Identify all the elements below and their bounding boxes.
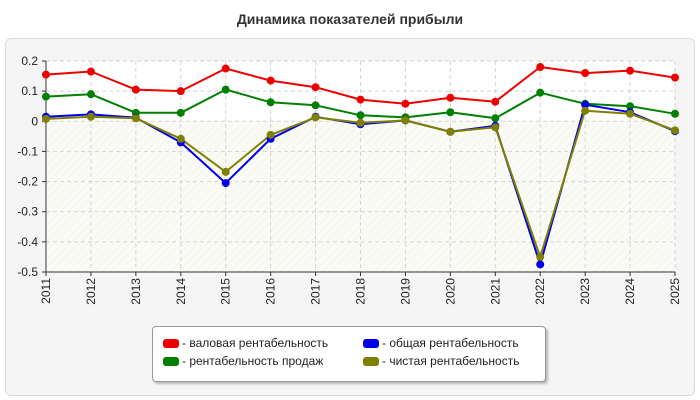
data-point <box>131 114 140 123</box>
data-point <box>446 108 455 117</box>
y-tick-label: -0.2 <box>17 175 38 189</box>
y-tick-label: 0.2 <box>21 54 38 68</box>
data-point <box>536 260 545 269</box>
x-tick-label: 2012 <box>84 278 98 305</box>
data-point <box>401 116 410 125</box>
x-tick-label: 2019 <box>398 278 412 305</box>
data-point <box>491 123 500 132</box>
x-tick-label: 2013 <box>129 278 143 305</box>
y-tick-label: -0.4 <box>17 235 38 249</box>
data-point <box>176 134 185 143</box>
legend-swatch <box>363 356 379 366</box>
x-tick-label: 2016 <box>264 278 278 305</box>
data-point <box>266 76 275 85</box>
data-point <box>86 67 95 76</box>
legend-swatch <box>363 338 379 348</box>
data-point <box>176 87 185 96</box>
y-tick-label: 0.1 <box>21 84 38 98</box>
y-tick-label: -0.3 <box>17 205 38 219</box>
legend-label: - чистая рентабельность <box>382 354 520 368</box>
data-point <box>131 85 140 94</box>
data-point <box>581 69 590 78</box>
data-point <box>626 109 635 118</box>
data-point <box>86 90 95 99</box>
x-tick-label: 2020 <box>443 278 457 305</box>
data-point <box>671 109 679 118</box>
data-point <box>311 101 320 110</box>
x-tick-label: 2015 <box>219 278 233 305</box>
data-point <box>401 99 410 108</box>
legend-label: - валовая рентабельность <box>182 336 329 350</box>
data-point <box>311 83 320 92</box>
x-tick-label: 2014 <box>174 278 188 305</box>
data-point <box>311 113 320 122</box>
data-point <box>356 95 365 104</box>
data-point <box>221 179 230 188</box>
data-point <box>176 108 185 117</box>
x-tick-label: 2021 <box>488 278 502 305</box>
data-point <box>221 64 230 73</box>
data-point <box>42 70 50 79</box>
x-tick-label: 2018 <box>354 278 368 305</box>
x-tick-label: 2024 <box>623 278 637 305</box>
data-point <box>446 93 455 102</box>
data-point <box>446 127 455 136</box>
x-tick-label: 2011 <box>39 278 53 304</box>
data-point <box>356 111 365 120</box>
data-point <box>266 98 275 107</box>
data-point <box>491 97 500 106</box>
data-point <box>671 73 679 82</box>
data-point <box>42 114 50 123</box>
chart-legend: - валовая рентабельность - рентабельность… <box>152 326 546 382</box>
data-point <box>626 66 635 75</box>
legend-item-2: - рентабельность продаж <box>163 354 323 368</box>
legend-swatch <box>163 338 179 348</box>
y-tick-label: 0 <box>31 114 38 128</box>
legend-item-3: - общая рентабельность <box>363 336 519 350</box>
data-point <box>581 106 590 115</box>
y-tick-label: -0.1 <box>17 144 38 158</box>
x-tick-label: 2025 <box>668 278 682 305</box>
data-point <box>536 63 545 72</box>
data-point <box>536 88 545 97</box>
legend-item-1: - валовая рентабельность <box>163 336 328 350</box>
x-tick-label: 2017 <box>309 278 323 305</box>
data-point <box>491 114 500 123</box>
data-point <box>221 85 230 94</box>
legend-label: - общая рентабельность <box>382 336 519 350</box>
legend-item-4: - чистая рентабельность <box>363 354 519 368</box>
data-point <box>266 130 275 139</box>
data-point <box>356 118 365 127</box>
data-point <box>221 167 230 176</box>
data-point <box>42 92 50 101</box>
data-point <box>671 126 679 135</box>
x-tick-label: 2022 <box>533 278 547 305</box>
y-tick-label: -0.5 <box>17 265 38 279</box>
chart-title: Динамика показателей прибыли <box>236 11 464 27</box>
legend-swatch <box>163 356 179 366</box>
data-point <box>86 112 95 121</box>
x-tick-label: 2023 <box>578 278 592 305</box>
data-point <box>536 252 545 261</box>
legend-label: - рентабельность продаж <box>182 354 324 368</box>
